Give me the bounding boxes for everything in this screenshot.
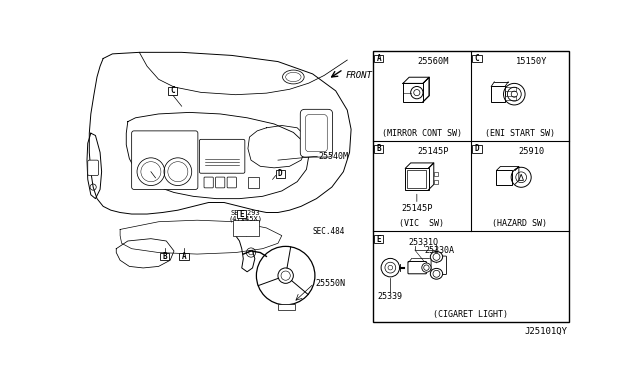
FancyBboxPatch shape (374, 235, 383, 243)
Text: C: C (170, 86, 175, 95)
Text: E: E (376, 235, 381, 244)
Polygon shape (515, 167, 519, 184)
FancyBboxPatch shape (276, 170, 285, 178)
FancyBboxPatch shape (234, 220, 259, 235)
Text: (47945X): (47945X) (228, 215, 262, 222)
FancyBboxPatch shape (472, 55, 482, 62)
FancyBboxPatch shape (179, 253, 189, 260)
Text: 25550N: 25550N (316, 279, 346, 288)
Ellipse shape (422, 263, 431, 272)
Text: (VIC  SW): (VIC SW) (399, 219, 444, 228)
FancyBboxPatch shape (403, 83, 424, 102)
FancyBboxPatch shape (216, 177, 225, 188)
FancyBboxPatch shape (160, 253, 170, 260)
FancyBboxPatch shape (227, 177, 236, 188)
Ellipse shape (433, 270, 440, 277)
FancyBboxPatch shape (200, 140, 245, 173)
Text: 25330A: 25330A (424, 246, 454, 254)
Text: SEC.293: SEC.293 (231, 209, 260, 216)
Text: J25101QY: J25101QY (524, 327, 568, 336)
Text: (MIRROR CONT SW): (MIRROR CONT SW) (381, 129, 461, 138)
Bar (434, 172, 438, 176)
Bar (278, 304, 295, 310)
Text: B: B (163, 252, 167, 261)
FancyBboxPatch shape (300, 109, 333, 157)
Ellipse shape (430, 251, 443, 262)
Polygon shape (428, 163, 434, 190)
FancyBboxPatch shape (168, 87, 177, 95)
Text: D: D (278, 170, 283, 179)
Text: D: D (475, 144, 479, 153)
FancyBboxPatch shape (237, 210, 246, 218)
Text: B: B (376, 144, 381, 153)
FancyBboxPatch shape (132, 131, 198, 189)
FancyBboxPatch shape (405, 168, 429, 190)
Polygon shape (423, 77, 429, 102)
Ellipse shape (430, 269, 443, 279)
FancyBboxPatch shape (472, 145, 482, 153)
Text: A: A (376, 54, 381, 63)
Text: A: A (182, 252, 186, 261)
FancyBboxPatch shape (204, 177, 213, 188)
FancyBboxPatch shape (248, 177, 259, 188)
Ellipse shape (424, 265, 429, 270)
Text: (CIGARET LIGHT): (CIGARET LIGHT) (433, 310, 508, 319)
Text: 25145P: 25145P (418, 147, 449, 157)
Text: 15150Y: 15150Y (516, 57, 547, 66)
Text: 25560M: 25560M (418, 57, 449, 66)
Text: C: C (475, 54, 479, 63)
Text: SEC.484: SEC.484 (312, 227, 345, 236)
Text: (HAZARD SW): (HAZARD SW) (492, 219, 547, 228)
Text: 25339: 25339 (378, 292, 403, 301)
Polygon shape (405, 163, 434, 168)
FancyBboxPatch shape (496, 170, 512, 185)
FancyBboxPatch shape (88, 160, 99, 176)
Text: FRONT: FRONT (346, 71, 372, 80)
FancyBboxPatch shape (491, 86, 506, 102)
FancyBboxPatch shape (431, 256, 447, 275)
Text: 25910: 25910 (518, 147, 545, 157)
Ellipse shape (433, 253, 440, 260)
Text: E: E (239, 209, 244, 218)
FancyBboxPatch shape (408, 262, 426, 274)
Text: 25331Q: 25331Q (409, 238, 438, 247)
Text: (ENI START SW): (ENI START SW) (485, 129, 555, 138)
Bar (505, 96, 516, 100)
Bar (505, 87, 516, 91)
Text: 25540M: 25540M (319, 152, 349, 161)
FancyBboxPatch shape (306, 115, 327, 152)
Ellipse shape (285, 73, 301, 81)
Text: 25145P: 25145P (401, 204, 433, 214)
FancyBboxPatch shape (407, 170, 426, 188)
Bar (434, 180, 438, 184)
FancyBboxPatch shape (374, 55, 383, 62)
Ellipse shape (283, 70, 304, 84)
Polygon shape (519, 174, 524, 180)
Bar (372, 51, 569, 322)
FancyBboxPatch shape (374, 145, 383, 153)
Polygon shape (497, 167, 519, 170)
